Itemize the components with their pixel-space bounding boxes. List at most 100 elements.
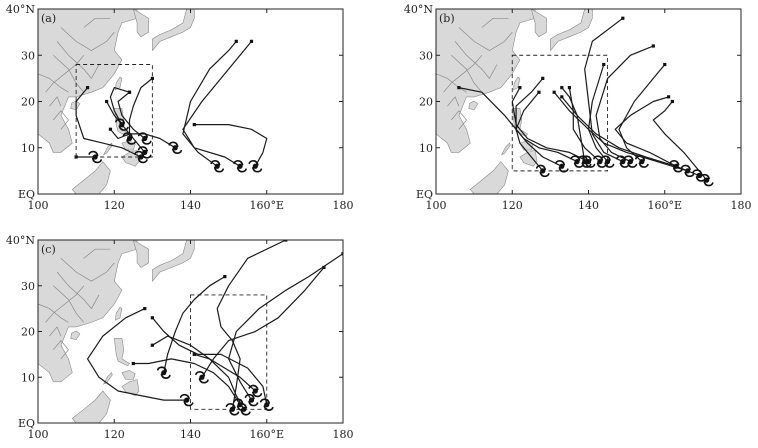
- x-tick-label: 120: [104, 428, 125, 441]
- track-end-dot: [341, 252, 343, 256]
- x-tick-label: 100: [28, 199, 49, 212]
- track-end-dot: [85, 86, 90, 90]
- typhoon-symbol-icon: [244, 393, 259, 407]
- mindanao-land: [519, 149, 538, 167]
- province-border: [481, 17, 509, 28]
- typhoon-track: [182, 40, 253, 167]
- track-end-dot: [131, 361, 135, 366]
- typhoon-track: [151, 317, 268, 406]
- track-end-dot: [541, 76, 545, 80]
- province-border: [38, 73, 69, 93]
- typhoon-symbol-icon: [623, 155, 638, 168]
- japan-land: [550, 9, 593, 52]
- borneo-land: [469, 161, 509, 194]
- province-border: [60, 258, 115, 282]
- typhoon-track: [614, 96, 677, 167]
- province-border: [53, 340, 69, 360]
- track-end-dot: [108, 127, 113, 131]
- province-border: [447, 96, 460, 107]
- borneo-land: [71, 161, 111, 194]
- key-region-box: [190, 294, 268, 410]
- province-border: [53, 110, 69, 130]
- typhoon-track: [228, 253, 343, 401]
- asia-mainland-land: [38, 240, 138, 383]
- hainan-land: [70, 330, 81, 341]
- typhoon-symbol-icon: [210, 159, 225, 173]
- typhoon-symbol-icon: [699, 173, 714, 187]
- typhoon-track: [163, 276, 226, 374]
- typhoon-track: [128, 77, 153, 140]
- province-border: [38, 303, 69, 323]
- typhoon-track: [132, 358, 241, 406]
- x-tick-label: 160°E: [647, 199, 682, 212]
- typhoon-symbol-icon: [88, 150, 103, 164]
- asia-mainland-land: [436, 9, 536, 153]
- typhoon-tracks: [87, 240, 343, 416]
- typhoon-track: [106, 100, 123, 126]
- typhoon-track: [216, 240, 287, 410]
- province-border: [451, 55, 483, 93]
- track-end-dot: [663, 62, 667, 67]
- track-end-dot: [670, 99, 674, 104]
- visayas-land: [121, 370, 136, 380]
- basemap: [38, 240, 195, 423]
- typhoon-track: [553, 91, 689, 172]
- y-tick-label: 10: [419, 142, 433, 155]
- map-panel-3: 100 120 140 160°E 180 EQ 10 20 30 40°N (c): [6, 234, 354, 441]
- typhoon-tracks: [457, 16, 714, 187]
- track-end-dot: [105, 99, 109, 104]
- typhoon-track: [587, 63, 609, 163]
- track-end-dot: [150, 343, 154, 347]
- province-border: [454, 41, 498, 80]
- typhoon-symbol-icon: [168, 141, 183, 155]
- palawan-land: [500, 142, 511, 156]
- typhoon-track: [201, 266, 325, 378]
- track-end-dot: [560, 86, 564, 90]
- track-end-dot: [284, 240, 288, 242]
- typhoon-track: [618, 63, 666, 163]
- typhoon-track: [87, 308, 188, 401]
- x-tick-label: 120: [104, 199, 125, 212]
- typhoon-track: [511, 87, 590, 163]
- y-tick-label: 20: [21, 96, 35, 109]
- track-end-dot: [457, 86, 461, 90]
- y-tick-label: 20: [419, 96, 433, 109]
- y-tick-label: 40°N: [6, 234, 35, 247]
- province-border: [56, 271, 100, 310]
- track-end-dot: [666, 95, 671, 99]
- province-border: [53, 55, 85, 93]
- province-border: [45, 285, 85, 323]
- key-region-box: [511, 54, 609, 172]
- basemap: [436, 9, 593, 194]
- typhoon-track: [109, 87, 146, 153]
- x-tick-label: 180: [333, 428, 354, 441]
- typhoon-track: [75, 87, 142, 158]
- y-tick-label: 20: [21, 326, 35, 339]
- y-tick-label: 10: [21, 371, 35, 384]
- track-end-dot: [143, 307, 147, 311]
- typhoon-symbol-icon: [237, 402, 251, 416]
- typhoon-symbol-icon: [225, 402, 240, 416]
- track-end-dot: [552, 90, 556, 94]
- hainan-land: [70, 100, 81, 111]
- province-border: [443, 55, 483, 93]
- japan-land: [152, 240, 195, 283]
- province-border: [60, 27, 115, 52]
- y-tick-label: EQ: [416, 188, 433, 201]
- track-end-dot: [74, 155, 78, 159]
- x-tick-label: 160°E: [249, 428, 284, 441]
- track-end-dot: [150, 76, 154, 80]
- basemap: [38, 9, 195, 194]
- province-border: [83, 248, 111, 259]
- panel-label: (c): [41, 243, 56, 256]
- typhoon-symbol-icon: [122, 132, 137, 145]
- typhoon-track: [515, 91, 544, 172]
- province-border: [436, 73, 467, 93]
- typhoon-track: [117, 91, 146, 140]
- map-panel-1: 100 120 140 160°E 180 EQ 10 20 30 40°N (a): [6, 3, 354, 212]
- typhoon-symbol-icon: [259, 398, 274, 411]
- typhoon-tracks: [74, 39, 268, 173]
- x-tick-label: 120: [502, 199, 523, 212]
- y-tick-label: 30: [21, 49, 35, 62]
- taiwan-land: [513, 76, 521, 91]
